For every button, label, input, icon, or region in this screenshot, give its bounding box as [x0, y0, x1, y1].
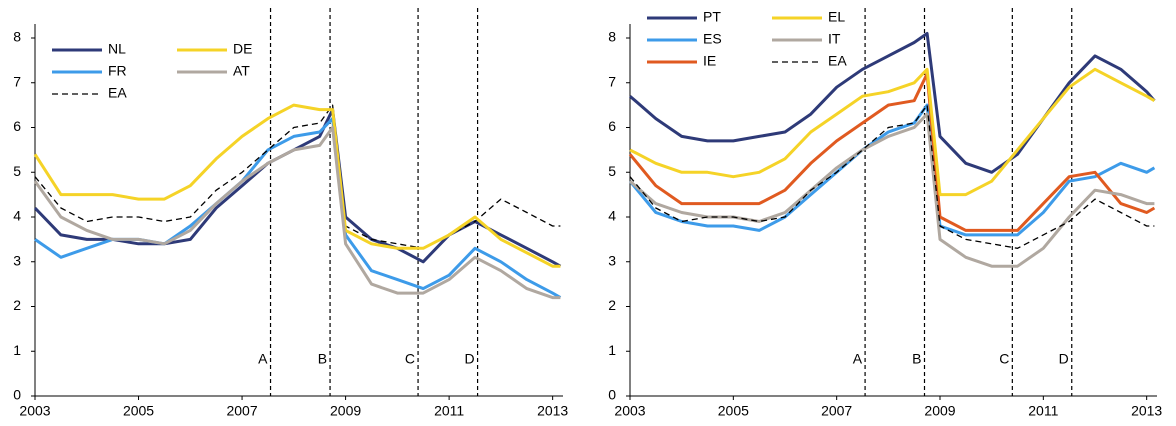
series-line: [34, 117, 562, 299]
legend-label: NL: [108, 41, 126, 57]
y-tick-label: 3: [13, 252, 21, 268]
x-tick-label: 2009: [330, 403, 361, 419]
y-tick-label: 5: [608, 163, 616, 179]
y-tick-label: 8: [13, 29, 21, 45]
legend-label: EA: [828, 53, 847, 69]
event-label: D: [464, 351, 474, 367]
legend-label: EL: [828, 9, 845, 25]
series-line: [33, 103, 561, 268]
y-tick-label: 7: [13, 73, 21, 89]
series-line: [628, 72, 1156, 232]
legend-label: FR: [108, 63, 127, 79]
event-label: C: [405, 351, 415, 367]
y-tick-label: 0: [13, 387, 21, 403]
event-label: C: [999, 351, 1009, 367]
y-tick-label: 6: [608, 118, 616, 134]
y-tick-label: 7: [608, 73, 616, 89]
x-tick-label: 2005: [718, 403, 749, 419]
x-tick-label: 2011: [434, 403, 464, 419]
x-tick-label: 2007: [821, 403, 852, 419]
y-tick-label: 1: [13, 342, 21, 358]
y-tick-label: 6: [13, 118, 21, 134]
x-tick-label: 2011: [1028, 403, 1058, 419]
y-tick-label: 2: [13, 297, 21, 313]
x-tick-label: 2003: [614, 403, 645, 419]
series-line: [628, 103, 1156, 237]
event-label: B: [912, 351, 921, 367]
y-tick-label: 5: [13, 163, 21, 179]
x-tick-label: 2007: [226, 403, 257, 419]
x-tick-label: 2013: [1131, 403, 1162, 419]
series-line: [34, 104, 561, 249]
legend-label: IE: [703, 53, 716, 69]
y-tick-label: 0: [608, 387, 616, 403]
series-line: [33, 108, 562, 268]
legend-label: IT: [828, 31, 841, 47]
y-tick-label: 2: [608, 297, 616, 313]
y-tick-label: 8: [608, 29, 616, 45]
y-tick-label: 3: [608, 252, 616, 268]
x-tick-label: 2005: [123, 403, 154, 419]
series-line: [629, 32, 1156, 174]
legend-label: ES: [703, 31, 722, 47]
x-tick-label: 2013: [537, 403, 568, 419]
event-label: A: [853, 351, 863, 367]
series-line: [33, 126, 561, 300]
y-tick-label: 4: [608, 208, 616, 224]
legend-label: EA: [108, 85, 127, 101]
y-tick-label: 4: [13, 208, 21, 224]
legend-label: PT: [703, 9, 721, 25]
legend-label: DE: [233, 41, 252, 57]
series-line: [629, 112, 1155, 268]
y-tick-label: 1: [608, 342, 616, 358]
x-tick-label: 2009: [924, 403, 955, 419]
event-label: A: [258, 351, 268, 367]
x-tick-label: 2003: [19, 403, 50, 419]
event-label: B: [318, 351, 327, 367]
series-line: [629, 67, 1156, 197]
series-line: [629, 104, 1155, 249]
legend-label: AT: [233, 63, 250, 79]
event-label: D: [1059, 351, 1069, 367]
